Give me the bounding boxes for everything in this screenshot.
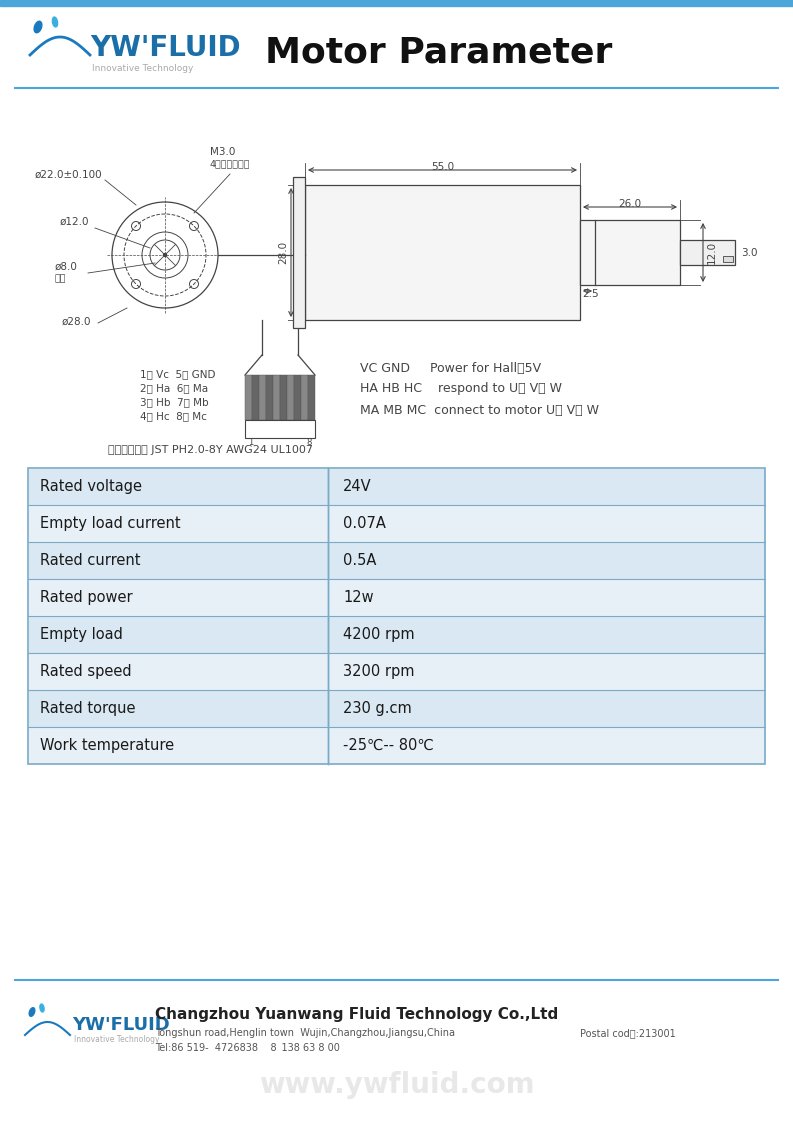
Ellipse shape (34, 21, 42, 33)
Text: 12w: 12w (343, 590, 374, 605)
Text: Motor Parameter: Motor Parameter (265, 35, 612, 68)
Bar (0, 0, 793, 6)
Text: 24V: 24V (343, 479, 372, 494)
Bar (580, 220, 680, 285)
Bar (29, 617, 764, 652)
Ellipse shape (52, 17, 58, 27)
Bar (294, 375, 301, 420)
Bar (308, 375, 315, 420)
Bar (245, 420, 315, 438)
Text: -25℃-- 80℃: -25℃-- 80℃ (343, 738, 434, 753)
Text: 0.07A: 0.07A (343, 516, 386, 531)
Bar (287, 375, 293, 420)
Bar (273, 375, 279, 420)
Bar (29, 506, 764, 541)
Text: MA MB MC  connect to motor U， V， W: MA MB MC connect to motor U， V， W (360, 404, 599, 416)
Text: 230 g.cm: 230 g.cm (343, 701, 412, 716)
Text: 55.0: 55.0 (431, 162, 454, 172)
Circle shape (163, 254, 167, 257)
Text: Changzhou Yuanwang Fluid Technology Co.,Ltd: Changzhou Yuanwang Fluid Technology Co.,… (155, 1008, 558, 1022)
Bar (305, 185, 580, 320)
Text: www.ywfluid.com: www.ywfluid.com (259, 1072, 534, 1100)
Text: ø12.0: ø12.0 (60, 217, 90, 227)
Text: Rated speed: Rated speed (40, 664, 132, 679)
Ellipse shape (29, 1008, 35, 1017)
Text: Work temperature: Work temperature (40, 738, 174, 753)
Bar (29, 469, 764, 504)
Ellipse shape (40, 1004, 44, 1012)
Text: ø8.0: ø8.0 (55, 263, 78, 272)
Text: Innovative Technology: Innovative Technology (92, 64, 193, 73)
Bar (28, 468, 765, 764)
Bar (680, 240, 735, 265)
Text: ø28.0: ø28.0 (62, 318, 91, 327)
Text: 引出线接口： JST PH2.0-8Y AWG24 UL1007: 引出线接口： JST PH2.0-8Y AWG24 UL1007 (108, 445, 313, 456)
Text: 3.0: 3.0 (741, 248, 757, 258)
Bar (29, 654, 764, 689)
Text: Empty load current: Empty load current (40, 516, 181, 531)
Text: 0.5A: 0.5A (343, 553, 377, 568)
Bar (293, 177, 305, 328)
Text: 穿孔: 穿孔 (55, 274, 67, 283)
Text: Rated torque: Rated torque (40, 701, 136, 716)
Text: M3.0: M3.0 (210, 147, 236, 157)
Text: YW'FLUID: YW'FLUID (90, 34, 240, 62)
Text: 3200 rpm: 3200 rpm (343, 664, 415, 679)
Bar (723, 256, 733, 263)
Text: Rated power: Rated power (40, 590, 132, 605)
Text: HA HB HC    respond to U， V， W: HA HB HC respond to U， V， W (360, 381, 562, 395)
Text: 8: 8 (306, 438, 312, 447)
Text: 3： Hb  7： Mb: 3： Hb 7： Mb (140, 397, 209, 407)
Text: Innovative Technology: Innovative Technology (74, 1036, 159, 1045)
Text: 12.0: 12.0 (707, 241, 717, 264)
Bar (266, 375, 273, 420)
Text: Tongshun road,Henglin town  Wujin,Changzhou,Jiangsu,China: Tongshun road,Henglin town Wujin,Changzh… (155, 1028, 455, 1038)
Text: ø22.0±0.100: ø22.0±0.100 (35, 171, 102, 180)
Bar (252, 375, 259, 420)
Text: Rated voltage: Rated voltage (40, 479, 142, 494)
Text: 2.5: 2.5 (582, 289, 599, 298)
Text: YW'FLUID: YW'FLUID (72, 1017, 170, 1034)
Bar (29, 691, 764, 726)
Text: 4个均布，打穿: 4个均布，打穿 (210, 159, 251, 168)
Text: 1： Vc  5： GND: 1： Vc 5： GND (140, 369, 216, 379)
Bar (301, 375, 308, 420)
Text: Postal cod　:213001: Postal cod :213001 (580, 1028, 676, 1038)
Bar (259, 375, 266, 420)
Text: Tel:86 519-  4726838    8 138 63 8 00: Tel:86 519- 4726838 8 138 63 8 00 (155, 1043, 340, 1054)
Text: Empty load: Empty load (40, 627, 123, 642)
Text: VC GND     Power for Hall，5V: VC GND Power for Hall，5V (360, 361, 541, 375)
Bar (29, 728, 764, 763)
Text: 1: 1 (248, 438, 253, 447)
Text: Rated current: Rated current (40, 553, 140, 568)
Text: 4200 rpm: 4200 rpm (343, 627, 415, 642)
Bar (280, 375, 286, 420)
Text: 2： Ha  6： Ma: 2： Ha 6： Ma (140, 383, 208, 393)
Text: 26.0: 26.0 (619, 199, 642, 209)
Bar (245, 375, 251, 420)
Bar (29, 580, 764, 615)
Bar (29, 543, 764, 578)
Text: 4： Hc  8： Mc: 4： Hc 8： Mc (140, 411, 207, 421)
Text: 28.0: 28.0 (278, 241, 288, 264)
